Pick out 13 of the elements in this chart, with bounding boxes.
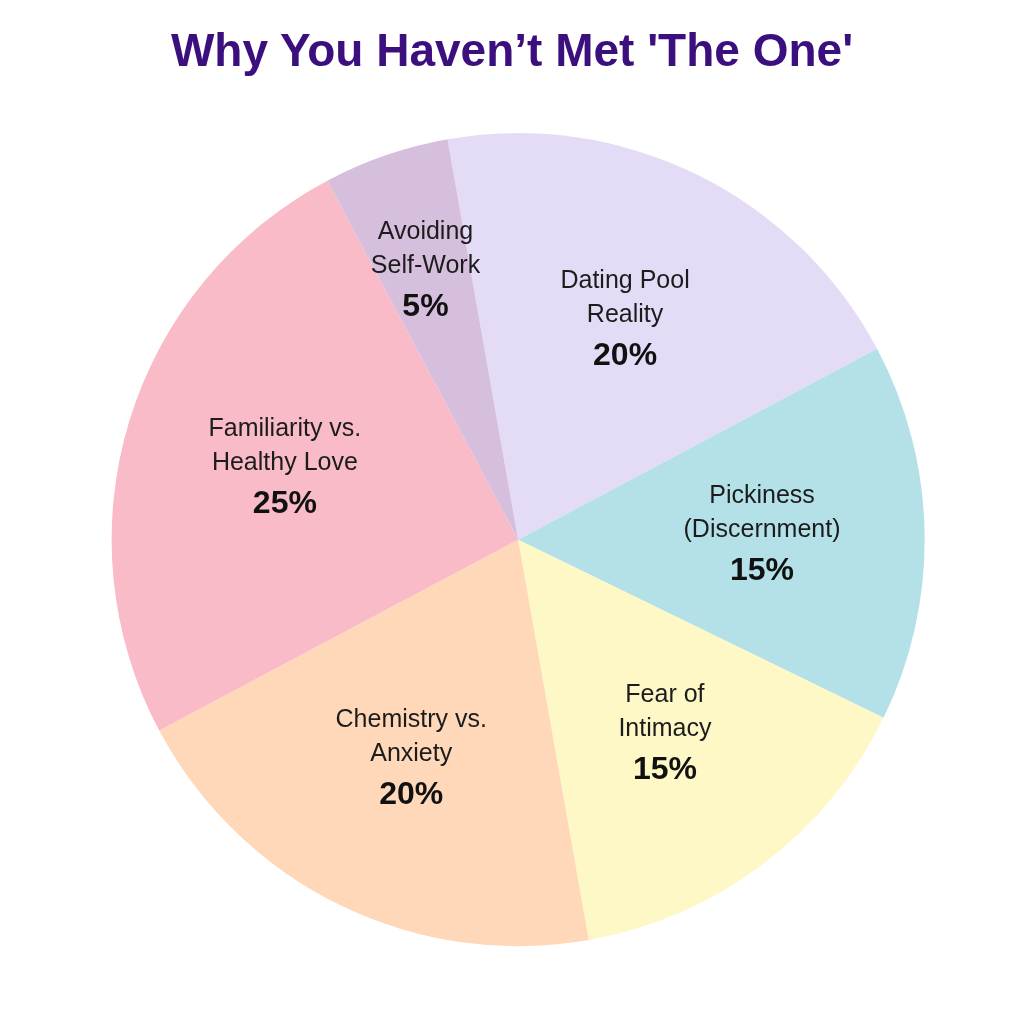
slice-label: Dating Pool Reality <box>560 265 690 328</box>
data-label: 25% <box>252 484 317 521</box>
data-label: 20% <box>379 774 444 811</box>
slice-label: Chemistry vs. Anxiety <box>335 703 487 766</box>
slice-label: Fear of Intimacy <box>618 679 712 742</box>
slice-label: Avoiding Self-Work <box>370 215 481 278</box>
data-label: 15% <box>730 551 795 588</box>
data-label: 5% <box>402 286 449 323</box>
chart-title: Why You Haven’t Met 'The One' <box>170 24 854 76</box>
data-label: 15% <box>632 750 697 787</box>
data-label: 20% <box>593 336 658 373</box>
slice-label: Familiarity vs. Healthy Love <box>208 413 362 476</box>
slice-label: Pickiness (Discernment) <box>683 480 841 543</box>
